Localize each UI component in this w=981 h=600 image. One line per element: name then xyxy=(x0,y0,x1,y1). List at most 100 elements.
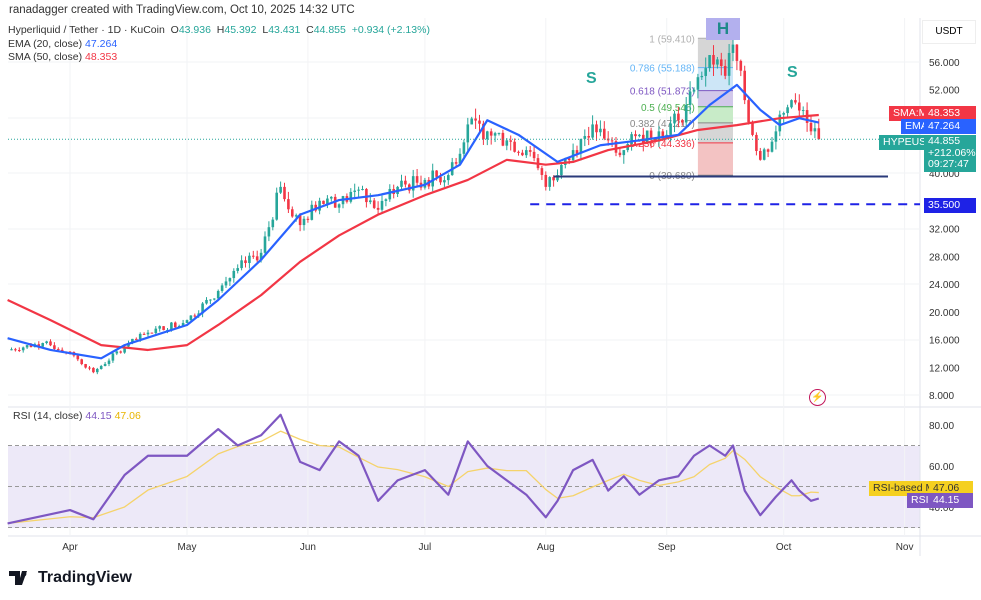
candle xyxy=(357,189,360,191)
candle xyxy=(49,341,52,346)
symbol-title[interactable]: Hyperliquid / Tether · 1D · KuCoin xyxy=(8,24,165,36)
candle xyxy=(181,322,185,326)
candle xyxy=(240,260,243,269)
rsi-legend: RSI (14, close) 44.15 47.06 xyxy=(13,410,141,422)
candle xyxy=(310,204,314,220)
rsi-axis-label: 60.00 xyxy=(929,462,954,473)
candle xyxy=(259,252,263,261)
candle xyxy=(349,191,353,202)
candle xyxy=(622,150,626,156)
ema-legend-label[interactable]: EMA (20, close) xyxy=(8,37,83,50)
candle xyxy=(376,207,380,210)
candle xyxy=(158,326,161,329)
candle xyxy=(688,91,692,105)
price-axis-label: 20.000 xyxy=(929,308,960,319)
rsi-ma-legend-value: 47.06 xyxy=(114,410,141,422)
rsi-value-tag: 44.15 xyxy=(929,493,973,508)
candle xyxy=(205,299,208,304)
right-shoulder-label: S xyxy=(787,64,798,81)
candle xyxy=(150,332,154,334)
candle xyxy=(96,368,99,373)
candle xyxy=(731,44,735,53)
candle xyxy=(443,180,446,183)
candle xyxy=(649,130,653,139)
candle xyxy=(326,198,329,204)
bar-countdown: 09:27:47 xyxy=(928,158,969,170)
rsi-axis-label: 80.00 xyxy=(929,421,954,432)
candle xyxy=(279,186,282,193)
candle xyxy=(528,150,532,152)
lightning-icon[interactable]: ⚡ xyxy=(809,389,826,406)
candle xyxy=(486,131,489,140)
candle xyxy=(439,176,442,183)
ema-20-line xyxy=(7,83,820,360)
candle xyxy=(474,118,477,121)
candle xyxy=(162,326,165,331)
candle xyxy=(213,298,216,300)
candle xyxy=(458,153,462,164)
candle xyxy=(361,189,364,191)
candle xyxy=(751,122,754,135)
candle xyxy=(587,136,590,138)
time-axis-label-nov: Nov xyxy=(896,542,914,553)
candle xyxy=(501,132,505,146)
candle xyxy=(201,303,204,314)
fib-level-label: 0.236 (44.336) xyxy=(630,139,695,150)
candle xyxy=(37,344,41,347)
candle xyxy=(84,364,87,368)
candle xyxy=(579,138,583,154)
candle xyxy=(435,170,438,177)
candle xyxy=(766,149,770,152)
candle xyxy=(505,140,509,146)
last-price-tag: 44.855 +212.06% 09:27:47 xyxy=(924,135,976,172)
price-axis-label: 28.000 xyxy=(929,252,960,263)
candle xyxy=(53,345,56,349)
price-axis-label: 12.000 xyxy=(929,363,960,374)
rsi-ma-name-tag: RSI-based MA xyxy=(869,481,946,496)
open-label: O xyxy=(170,24,179,36)
candle xyxy=(337,204,341,208)
price-axis-label: 56.000 xyxy=(929,58,960,69)
candle xyxy=(708,55,711,69)
candle xyxy=(111,353,115,361)
candle xyxy=(790,100,793,108)
candle xyxy=(287,199,290,210)
candle xyxy=(306,218,310,220)
rsi-name-tag: RSI xyxy=(907,493,933,508)
candle xyxy=(404,180,407,185)
candle xyxy=(372,200,376,208)
candle xyxy=(60,349,64,352)
candle xyxy=(762,149,766,160)
sma-legend-label[interactable]: SMA (50, close) xyxy=(8,51,83,63)
candle xyxy=(556,175,559,181)
candle xyxy=(103,363,107,367)
candle xyxy=(735,44,739,61)
currency-label[interactable]: USDT xyxy=(922,20,976,44)
candle xyxy=(318,200,321,211)
price-axis-label: 52.000 xyxy=(929,86,960,97)
candle xyxy=(739,60,743,71)
fib-level-label: 0.382 (47.217) xyxy=(630,119,695,130)
candle xyxy=(252,255,255,257)
candle xyxy=(14,349,17,351)
candle xyxy=(291,209,294,217)
candle xyxy=(634,134,637,137)
candle xyxy=(478,120,481,124)
legend: Hyperliquid / Tether · 1D · KuCoin O43.9… xyxy=(8,24,430,65)
tradingview-logo[interactable]: TradingView xyxy=(9,569,132,587)
candle xyxy=(99,366,103,369)
rsi-legend-label[interactable]: RSI (14, close) xyxy=(13,410,83,422)
candle xyxy=(470,118,473,125)
ema-legend-value: 47.264 xyxy=(85,37,118,50)
fib-level-label: 0.5 (49.545) xyxy=(641,103,695,114)
tradingview-wordmark: TradingView xyxy=(38,569,132,586)
candle xyxy=(209,299,212,301)
candle xyxy=(489,131,493,136)
candle xyxy=(330,196,333,199)
candle xyxy=(135,338,138,340)
price-axis-label: 24.000 xyxy=(929,280,960,291)
candle xyxy=(540,168,544,175)
candle xyxy=(564,158,567,165)
change-value: +0.934 (+2.13%) xyxy=(351,24,430,36)
